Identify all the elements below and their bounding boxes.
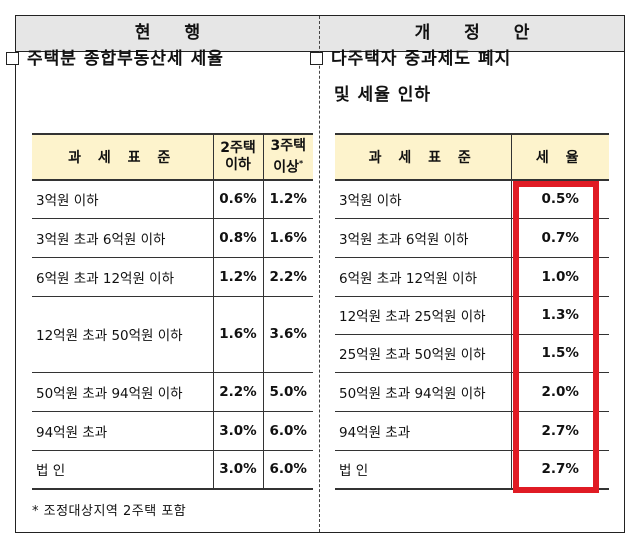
table-row: 50억원 초과 94억원 이하 2.0% (335, 372, 609, 412)
table-row: 94억원 초과 3.0% 6.0% (32, 411, 313, 451)
rate-cell: 1.6% (212, 296, 263, 373)
bracket-cell: 12억원 초과 50억원 이하 (32, 296, 213, 373)
column-header-bracket: 과 세 표 준 (32, 133, 213, 181)
column-header-bracket: 과 세 표 준 (335, 133, 511, 181)
header-row: 현 행 개 정 안 (16, 16, 624, 52)
table-row: 50억원 초과 94억원 이하 2.2% 5.0% (32, 372, 313, 412)
footnote-mark: * (299, 158, 304, 168)
rate-cell: 1.0% (510, 257, 609, 297)
rate-cell: 1.2% (262, 180, 313, 219)
table-row: 법 인 2.7% (335, 450, 609, 490)
current-rate-table: 과 세 표 준 2주택 이하 3주택 이상* 3억원 이하 0.6% 1.2% 3억… (32, 133, 313, 490)
rate-cell: 6.0% (262, 450, 313, 490)
table-row: 25억원 초과 50억원 이하 1.5% (335, 334, 609, 373)
proposed-header: 개 정 안 (414, 23, 544, 43)
table-row: 12억원 초과 25억원 이하 1.3% (335, 296, 609, 335)
checkbox-square-icon (310, 52, 323, 65)
rate-cell: 1.6% (262, 218, 313, 258)
rate-cell: 2.0% (510, 372, 609, 412)
rate-cell: 0.7% (510, 218, 609, 258)
left-section-title: 주택분 종합부동산세 세율 (6, 44, 224, 74)
rate-cell: 2.2% (262, 257, 313, 297)
rate-cell: 3.0% (212, 450, 263, 490)
table-row: 3억원 이하 0.5% (335, 180, 609, 219)
rate-cell: 0.8% (212, 218, 263, 258)
bracket-cell: 50억원 초과 94억원 이하 (335, 372, 511, 412)
table-row: 3억원 초과 6억원 이하 0.8% 1.6% (32, 218, 313, 258)
rate-cell: 2.7% (510, 450, 609, 490)
column-divider (319, 16, 320, 532)
bracket-cell: 3억원 이하 (335, 180, 511, 219)
footnote: * 조정대상지역 2주택 포함 (32, 504, 187, 519)
comparison-frame: 현 행 개 정 안 (15, 15, 625, 533)
bracket-cell: 12억원 초과 25억원 이하 (335, 296, 511, 335)
proposed-rate-table: 과 세 표 준 세 율 3억원 이하 0.5% 3억원 초과 6억원 이하 0.… (335, 133, 609, 490)
rate-cell: 6.0% (262, 411, 313, 451)
left-section-title-text: 주택분 종합부동산세 세율 (27, 49, 224, 69)
rate-cell: 0.6% (212, 180, 263, 219)
column-header-rate: 세 율 (510, 133, 609, 181)
rate-cell: 3.0% (212, 411, 263, 451)
rate-cell: 2.2% (212, 372, 263, 412)
column-header-two-homes: 2주택 이하 (212, 133, 263, 181)
bracket-cell: 3억원 이하 (32, 180, 213, 219)
rate-cell: 1.5% (510, 334, 609, 373)
bracket-cell: 6억원 초과 12억원 이하 (335, 257, 511, 297)
table-row: 6억원 초과 12억원 이하 1.0% (335, 257, 609, 297)
bracket-cell: 25억원 초과 50억원 이하 (335, 334, 511, 373)
current-header: 현 행 (134, 23, 215, 43)
rate-cell: 2.7% (510, 411, 609, 451)
bracket-cell: 법 인 (32, 450, 213, 490)
bracket-cell: 법 인 (335, 450, 511, 490)
rate-cell: 1.2% (212, 257, 263, 297)
table-row: 3억원 이하 0.6% 1.2% (32, 180, 313, 219)
table-row: 6억원 초과 12억원 이하 1.2% 2.2% (32, 257, 313, 297)
bracket-cell: 50억원 초과 94억원 이하 (32, 372, 213, 412)
right-section-title-line1: 다주택자 중과제도 폐지 (331, 49, 512, 69)
bracket-cell: 3억원 초과 6억원 이하 (32, 218, 213, 258)
column-header-three-homes: 3주택 이상* (262, 133, 313, 181)
right-section-title: 다주택자 중과제도 폐지 (310, 44, 511, 74)
bracket-cell: 94억원 초과 (335, 411, 511, 451)
bracket-cell: 3억원 초과 6억원 이하 (335, 218, 511, 258)
rate-cell: 0.5% (510, 180, 609, 219)
table-row: 12억원 초과 50억원 이하 1.6% 3.6% (32, 296, 313, 373)
table-row: 3억원 초과 6억원 이하 0.7% (335, 218, 609, 258)
bracket-cell: 94억원 초과 (32, 411, 213, 451)
rate-cell: 1.3% (510, 296, 609, 335)
bracket-cell: 6억원 초과 12억원 이하 (32, 257, 213, 297)
rate-cell: 5.0% (262, 372, 313, 412)
right-section-title-line2: 및 세율 인하 (334, 85, 432, 105)
checkbox-square-icon (6, 52, 19, 65)
table-row: 법 인 3.0% 6.0% (32, 450, 313, 490)
rate-cell: 3.6% (262, 296, 313, 373)
table-row: 94억원 초과 2.7% (335, 411, 609, 451)
